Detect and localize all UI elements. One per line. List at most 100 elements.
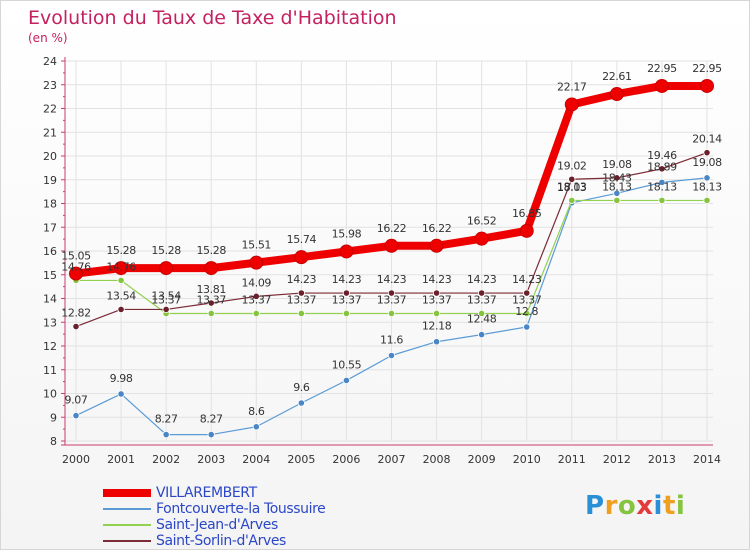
data-point — [609, 87, 624, 102]
data-point — [432, 309, 441, 318]
data-label: 15.28 — [151, 244, 181, 257]
y-tick-label: 12 — [43, 340, 57, 353]
data-point — [294, 250, 309, 265]
chart-title: Evolution du Taux de Taxe d'Habitation — [28, 7, 397, 29]
y-tick-label: 8 — [50, 435, 57, 448]
data-label: 12.48 — [467, 313, 497, 326]
data-point — [207, 309, 215, 318]
data-label: 10.55 — [332, 358, 362, 371]
data-label: 13.37 — [422, 293, 452, 306]
data-point — [564, 97, 579, 112]
data-label: 13.37 — [332, 293, 362, 306]
series-3 — [72, 149, 711, 331]
data-point — [297, 309, 305, 318]
y-tick-label: 14 — [43, 293, 57, 306]
data-point — [117, 305, 125, 314]
series-labels-2: 14.76 14.76 13.37 13.37 13.37 13.37 13.37 13.37… — [61, 180, 722, 306]
data-label: 14.23 — [422, 273, 452, 286]
data-label: 14.23 — [287, 273, 317, 286]
data-point — [703, 149, 711, 157]
data-point — [519, 223, 534, 238]
data-point — [249, 255, 264, 270]
data-point — [568, 196, 576, 205]
series-2 — [72, 196, 711, 318]
data-point — [252, 292, 260, 300]
data-point — [117, 276, 125, 285]
data-label: 19.02 — [557, 159, 587, 172]
x-tick-label: 2014 — [693, 453, 721, 466]
legend-swatch — [103, 524, 151, 526]
data-label: 19.08 — [692, 156, 722, 169]
data-point — [658, 196, 666, 205]
data-point — [613, 189, 621, 197]
y-tick-label: 21 — [43, 126, 57, 139]
data-label: 15.51 — [242, 239, 272, 252]
data-point — [478, 289, 486, 297]
data-label: 12.18 — [422, 320, 452, 333]
data-label: 14.09 — [242, 276, 272, 289]
data-label: 13.54 — [151, 289, 181, 302]
series-labels-3: 12.82 13.54 13.54 13.81 14.09 14.23 14.23 14.23… — [61, 133, 722, 320]
data-label: 19.46 — [647, 149, 677, 162]
data-point — [159, 261, 174, 276]
data-label: 13.37 — [196, 293, 226, 306]
data-point — [700, 78, 714, 93]
y-tick-label: 9 — [50, 411, 57, 424]
y-tick-label: 24 — [43, 55, 57, 68]
data-label: 13.37 — [287, 293, 317, 306]
data-label: 9.07 — [65, 394, 88, 407]
data-point — [297, 289, 305, 297]
data-point — [387, 289, 396, 297]
x-tick-label: 2008 — [423, 453, 451, 466]
data-point — [204, 261, 219, 276]
series-1 — [72, 174, 711, 439]
x-tick-label: 2000 — [62, 453, 90, 466]
data-point — [478, 309, 486, 318]
data-point — [478, 330, 486, 339]
y-tick-label: 18 — [43, 198, 57, 211]
x-tick-label: 2010 — [513, 453, 541, 466]
data-label: 15.74 — [287, 233, 317, 246]
y-tick-label: 13 — [43, 316, 57, 329]
data-label: 15.98 — [332, 227, 362, 240]
series-labels-1: 9.07 9.98 8.27 8.27 8.6 9.6 10.55 11.6 12.18 12.4… — [65, 156, 723, 426]
legend-swatch — [103, 540, 151, 542]
data-point — [429, 238, 444, 253]
y-tick-label: 15 — [43, 269, 57, 282]
data-label: 13.37 — [467, 293, 497, 306]
data-label: 8.6 — [248, 405, 265, 418]
data-point — [523, 323, 531, 331]
data-label: 16.85 — [512, 207, 542, 220]
data-point — [114, 261, 129, 276]
data-label: 14.23 — [377, 273, 407, 286]
x-tick-label: 2012 — [603, 453, 631, 466]
data-label: 18.13 — [692, 180, 722, 193]
data-label: 9.98 — [110, 372, 133, 385]
data-label: 13.37 — [242, 293, 272, 306]
data-label: 14.76 — [61, 260, 91, 273]
data-point — [658, 165, 666, 173]
y-tick-label: 22 — [43, 103, 57, 116]
data-point — [387, 351, 396, 360]
y-tick-label: 20 — [43, 150, 57, 163]
legend-label: Saint-Sorlin-d'Arves — [156, 533, 286, 549]
data-point — [252, 309, 260, 318]
data-point — [117, 390, 125, 398]
data-label: 18.03 — [557, 181, 587, 194]
data-point — [523, 309, 531, 318]
data-label: 15.28 — [196, 244, 226, 257]
legend-label: Fontcouverte-la Toussuire — [156, 501, 326, 517]
data-label: 13.81 — [196, 283, 226, 296]
chart-subtitle: (en %) — [28, 31, 68, 45]
data-label: 18.13 — [557, 180, 587, 193]
x-tick-label: 2006 — [332, 453, 360, 466]
data-label: 16.22 — [377, 222, 407, 235]
data-label: 14.76 — [106, 260, 136, 273]
proxiti-logo: Proxiti — [585, 491, 686, 521]
data-label: 14.23 — [512, 273, 542, 286]
data-label: 22.17 — [557, 80, 587, 93]
data-label: 13.37 — [377, 293, 407, 306]
data-label: 13.37 — [151, 293, 181, 306]
data-label: 22.61 — [602, 70, 632, 83]
